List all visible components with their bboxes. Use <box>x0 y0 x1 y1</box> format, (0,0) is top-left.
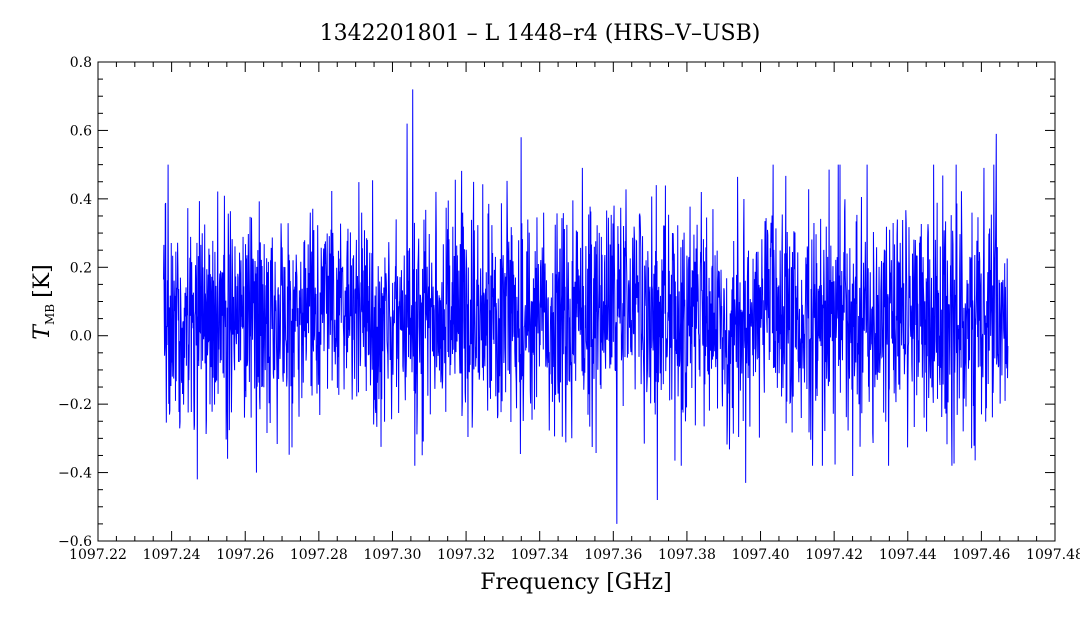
x-tick-label: 1097.22 <box>69 547 127 563</box>
y-tick-label: 0.8 <box>70 55 92 71</box>
y-axis-title-main: T <box>30 323 55 340</box>
y-axis-title: TMB [K] <box>30 264 57 339</box>
x-axis-tick-labels: 1097.22 1097.24 1097.26 1097.28 1097.30 1097.… <box>69 547 1080 563</box>
y-tick-label: 0.0 <box>70 329 92 345</box>
x-tick-label: 1097.36 <box>584 547 642 563</box>
x-tick-label: 1097.38 <box>658 547 716 563</box>
x-axis-ticks <box>97 62 1056 541</box>
y-tick-label: −0.6 <box>58 534 92 550</box>
x-tick-label: 1097.48 <box>1026 547 1080 563</box>
x-tick-label: 1097.40 <box>732 547 790 563</box>
y-tick-label: 0.4 <box>70 192 92 208</box>
y-tick-label: −0.4 <box>58 466 92 482</box>
y-tick-label: 0.6 <box>70 123 92 139</box>
x-tick-label: 1097.24 <box>143 547 201 563</box>
x-axis-title: Frequency [GHz] <box>480 570 672 595</box>
x-tick-label: 1097.34 <box>511 547 569 563</box>
x-tick-label: 1097.26 <box>216 547 274 563</box>
y-axis-title-unit: [K] <box>30 264 55 298</box>
y-axis-ticks <box>98 61 1055 542</box>
chart-title: 1342201801 – L 1448–r4 (HRS–V–USB) <box>320 21 761 46</box>
y-tick-label: 0.2 <box>70 260 92 276</box>
x-tick-label: 1097.42 <box>805 547 863 563</box>
x-tick-label: 1097.32 <box>437 547 495 563</box>
x-tick-label: 1097.46 <box>952 547 1010 563</box>
y-tick-label: −0.2 <box>58 397 92 413</box>
spectrum-series-line <box>163 89 1009 524</box>
y-axis-tick-labels: −0.6 −0.4 −0.2 0.0 0.2 0.4 0.6 0.8 <box>58 55 92 550</box>
x-tick-label: 1097.30 <box>364 547 422 563</box>
y-axis-title-subscript: MB <box>43 304 57 325</box>
x-tick-label: 1097.28 <box>290 547 348 563</box>
x-tick-label: 1097.44 <box>879 547 937 563</box>
